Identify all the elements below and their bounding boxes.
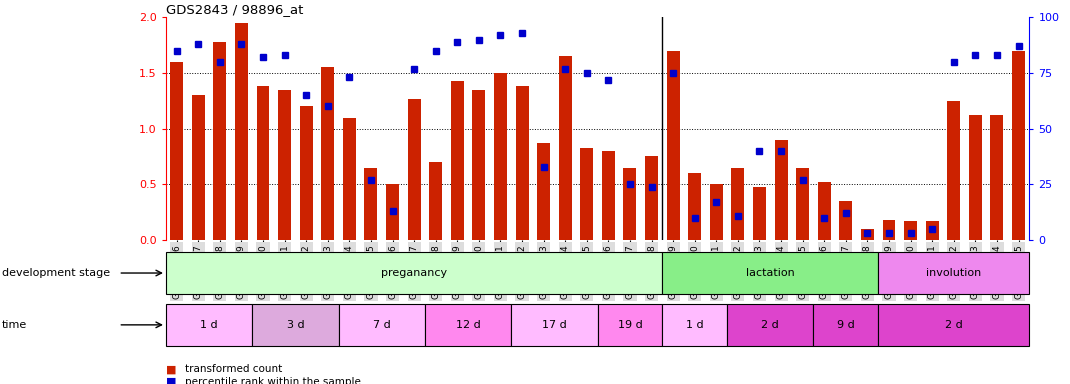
Bar (839, 201, 853, 240)
Bar (338, 304, 425, 346)
Bar (300, 106, 312, 240)
Bar (342, 118, 356, 240)
Bar (645, 157, 658, 240)
Bar (709, 184, 723, 240)
Text: preganancy: preganancy (381, 268, 447, 278)
Bar (817, 182, 830, 240)
Bar (192, 95, 204, 240)
Text: 9 d: 9 d (837, 320, 855, 330)
Bar (728, 304, 813, 346)
Bar (425, 304, 511, 346)
Bar (662, 304, 728, 346)
Bar (257, 86, 270, 240)
Bar (624, 168, 637, 240)
Text: ■: ■ (166, 364, 177, 374)
Bar (537, 143, 550, 240)
Bar (883, 220, 896, 240)
Bar (753, 187, 766, 240)
Bar (213, 42, 226, 240)
Bar (688, 173, 701, 240)
Bar (235, 23, 248, 240)
Bar (878, 304, 1029, 346)
Text: 7 d: 7 d (372, 320, 391, 330)
Bar (732, 168, 745, 240)
Bar (926, 221, 938, 240)
Bar (904, 221, 917, 240)
Text: transformed count: transformed count (185, 364, 282, 374)
Bar (511, 304, 597, 346)
Text: 19 d: 19 d (617, 320, 642, 330)
Bar (991, 115, 1004, 240)
Bar (969, 115, 982, 240)
Bar (947, 101, 960, 240)
Text: lactation: lactation (746, 268, 795, 278)
Bar (775, 140, 788, 240)
Bar (450, 81, 463, 240)
Text: GDS2843 / 98896_at: GDS2843 / 98896_at (166, 3, 303, 16)
Text: 1 d: 1 d (686, 320, 704, 330)
Bar (602, 151, 615, 240)
Text: time: time (2, 320, 28, 330)
Bar (494, 73, 507, 240)
Text: percentile rank within the sample: percentile rank within the sample (185, 377, 361, 384)
Bar (170, 62, 183, 240)
Text: ■: ■ (166, 377, 177, 384)
Text: 17 d: 17 d (542, 320, 567, 330)
Bar (796, 168, 809, 240)
Bar (321, 68, 334, 240)
Bar (365, 168, 378, 240)
Text: 1 d: 1 d (200, 320, 218, 330)
Bar (597, 304, 662, 346)
Bar (408, 99, 421, 240)
Bar (166, 304, 253, 346)
Text: 2 d: 2 d (762, 320, 779, 330)
Text: 3 d: 3 d (287, 320, 304, 330)
Bar (516, 86, 529, 240)
Bar (429, 162, 442, 240)
Bar (472, 90, 486, 240)
Bar (813, 304, 878, 346)
Bar (662, 252, 878, 294)
Bar (878, 252, 1029, 294)
Bar (386, 184, 399, 240)
Bar (861, 229, 874, 240)
Bar (667, 51, 679, 240)
Text: involution: involution (927, 268, 981, 278)
Bar (559, 56, 571, 240)
Text: 2 d: 2 d (945, 320, 963, 330)
Text: development stage: development stage (2, 268, 110, 278)
Text: 12 d: 12 d (456, 320, 480, 330)
Bar (166, 252, 662, 294)
Bar (1012, 51, 1025, 240)
Bar (278, 90, 291, 240)
Bar (580, 147, 593, 240)
Bar (253, 304, 338, 346)
